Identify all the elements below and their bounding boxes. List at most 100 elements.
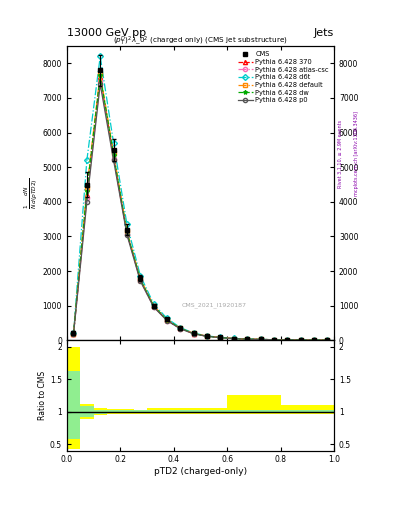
Pythia 6.428 d6t xyxy=(151,301,156,307)
Pythia 6.428 atlas-csc xyxy=(258,336,263,343)
Pythia 6.428 dw xyxy=(245,336,250,342)
Pythia 6.428 default xyxy=(272,337,276,343)
Pythia 6.428 dw xyxy=(312,337,316,343)
Pythia 6.428 p0 xyxy=(84,199,89,205)
Pythia 6.428 atlas-csc xyxy=(165,317,169,324)
Pythia 6.428 atlas-csc xyxy=(272,337,276,343)
Pythia 6.428 default xyxy=(111,151,116,157)
Pythia 6.428 default xyxy=(71,331,76,337)
Pythia 6.428 d6t xyxy=(285,337,290,343)
Pythia 6.428 atlas-csc xyxy=(138,278,143,284)
Pythia 6.428 p0 xyxy=(258,336,263,343)
Pythia 6.428 p0 xyxy=(111,157,116,163)
Y-axis label: $\frac{1}{N}\frac{dN}{d(pTD2)}$: $\frac{1}{N}\frac{dN}{d(pTD2)}$ xyxy=(23,178,40,209)
Text: CMS_2021_I1920187: CMS_2021_I1920187 xyxy=(181,302,246,308)
Pythia 6.428 default xyxy=(165,316,169,323)
Pythia 6.428 d6t xyxy=(178,325,183,331)
Pythia 6.428 atlas-csc xyxy=(325,337,330,343)
Pythia 6.428 default xyxy=(312,337,316,343)
Pythia 6.428 default xyxy=(151,303,156,309)
Pythia 6.428 370 xyxy=(218,334,223,340)
Pythia 6.428 370 xyxy=(205,333,209,339)
Pythia 6.428 p0 xyxy=(285,337,290,343)
Title: $(p_T^D)^2\lambda\_0^2$ (charged only) (CMS jet substructure): $(p_T^D)^2\lambda\_0^2$ (charged only) (… xyxy=(113,34,288,48)
Pythia 6.428 d6t xyxy=(165,315,169,322)
Pythia 6.428 dw xyxy=(258,336,263,343)
Pythia 6.428 p0 xyxy=(71,331,76,337)
Pythia 6.428 dw xyxy=(98,72,103,78)
Pythia 6.428 atlas-csc xyxy=(71,331,76,337)
Pythia 6.428 370 xyxy=(231,335,236,342)
Pythia 6.428 p0 xyxy=(325,337,330,343)
Pythia 6.428 p0 xyxy=(218,334,223,340)
Line: Pythia 6.428 p0: Pythia 6.428 p0 xyxy=(72,82,329,342)
Pythia 6.428 p0 xyxy=(191,331,196,337)
Pythia 6.428 atlas-csc xyxy=(111,156,116,162)
Pythia 6.428 370 xyxy=(84,192,89,198)
Pythia 6.428 370 xyxy=(111,154,116,160)
Pythia 6.428 atlas-csc xyxy=(218,334,223,340)
Pythia 6.428 default xyxy=(258,336,263,343)
Pythia 6.428 default xyxy=(191,330,196,336)
Pythia 6.428 370 xyxy=(165,317,169,323)
Pythia 6.428 dw xyxy=(285,337,290,343)
Pythia 6.428 d6t xyxy=(111,140,116,146)
Line: Pythia 6.428 default: Pythia 6.428 default xyxy=(72,72,329,342)
Pythia 6.428 d6t xyxy=(272,336,276,343)
Pythia 6.428 dw xyxy=(218,334,223,340)
Pythia 6.428 370 xyxy=(258,336,263,343)
Pythia 6.428 default xyxy=(205,333,209,339)
Text: Rivet 3.1.10, ≥ 2.9M events: Rivet 3.1.10, ≥ 2.9M events xyxy=(338,119,343,188)
X-axis label: pTD2 (charged-only): pTD2 (charged-only) xyxy=(154,467,247,476)
Pythia 6.428 d6t xyxy=(231,335,236,342)
Pythia 6.428 370 xyxy=(298,337,303,343)
Line: Pythia 6.428 d6t: Pythia 6.428 d6t xyxy=(72,54,329,342)
Pythia 6.428 d6t xyxy=(205,333,209,339)
Pythia 6.428 default xyxy=(298,337,303,343)
Pythia 6.428 default xyxy=(125,228,129,234)
Pythia 6.428 370 xyxy=(272,337,276,343)
Pythia 6.428 p0 xyxy=(298,337,303,343)
Pythia 6.428 370 xyxy=(178,326,183,332)
Pythia 6.428 d6t xyxy=(245,336,250,342)
Pythia 6.428 atlas-csc xyxy=(298,337,303,343)
Pythia 6.428 dw xyxy=(178,325,183,331)
Pythia 6.428 atlas-csc xyxy=(245,336,250,342)
Pythia 6.428 370 xyxy=(191,331,196,337)
Pythia 6.428 p0 xyxy=(178,326,183,332)
Pythia 6.428 p0 xyxy=(272,337,276,343)
Y-axis label: Ratio to CMS: Ratio to CMS xyxy=(38,371,47,420)
Pythia 6.428 dw xyxy=(71,331,76,337)
Pythia 6.428 370 xyxy=(312,337,316,343)
Pythia 6.428 default xyxy=(245,336,250,342)
Pythia 6.428 d6t xyxy=(191,330,196,336)
Pythia 6.428 default xyxy=(218,334,223,340)
Pythia 6.428 default xyxy=(98,71,103,77)
Pythia 6.428 dw xyxy=(138,276,143,283)
Pythia 6.428 dw xyxy=(191,331,196,337)
Pythia 6.428 atlas-csc xyxy=(231,335,236,342)
Line: Pythia 6.428 370: Pythia 6.428 370 xyxy=(72,75,329,342)
Pythia 6.428 p0 xyxy=(312,337,316,343)
Pythia 6.428 dw xyxy=(84,188,89,195)
Pythia 6.428 d6t xyxy=(258,336,263,343)
Pythia 6.428 default xyxy=(231,335,236,342)
Pythia 6.428 370 xyxy=(245,336,250,342)
Pythia 6.428 atlas-csc xyxy=(98,78,103,84)
Legend: CMS, Pythia 6.428 370, Pythia 6.428 atlas-csc, Pythia 6.428 d6t, Pythia 6.428 de: CMS, Pythia 6.428 370, Pythia 6.428 atla… xyxy=(236,50,331,105)
Pythia 6.428 p0 xyxy=(125,231,129,238)
Pythia 6.428 atlas-csc xyxy=(84,195,89,201)
Pythia 6.428 default xyxy=(325,337,330,343)
Pythia 6.428 d6t xyxy=(325,337,330,343)
Pythia 6.428 atlas-csc xyxy=(312,337,316,343)
Line: Pythia 6.428 dw: Pythia 6.428 dw xyxy=(72,73,329,342)
Pythia 6.428 d6t xyxy=(98,53,103,59)
Pythia 6.428 dw xyxy=(205,333,209,339)
Pythia 6.428 d6t xyxy=(84,157,89,163)
Pythia 6.428 dw xyxy=(272,337,276,343)
Line: Pythia 6.428 atlas-csc: Pythia 6.428 atlas-csc xyxy=(72,79,329,342)
Pythia 6.428 default xyxy=(84,185,89,191)
Pythia 6.428 dw xyxy=(165,317,169,323)
Pythia 6.428 atlas-csc xyxy=(151,304,156,310)
Pythia 6.428 atlas-csc xyxy=(205,333,209,339)
